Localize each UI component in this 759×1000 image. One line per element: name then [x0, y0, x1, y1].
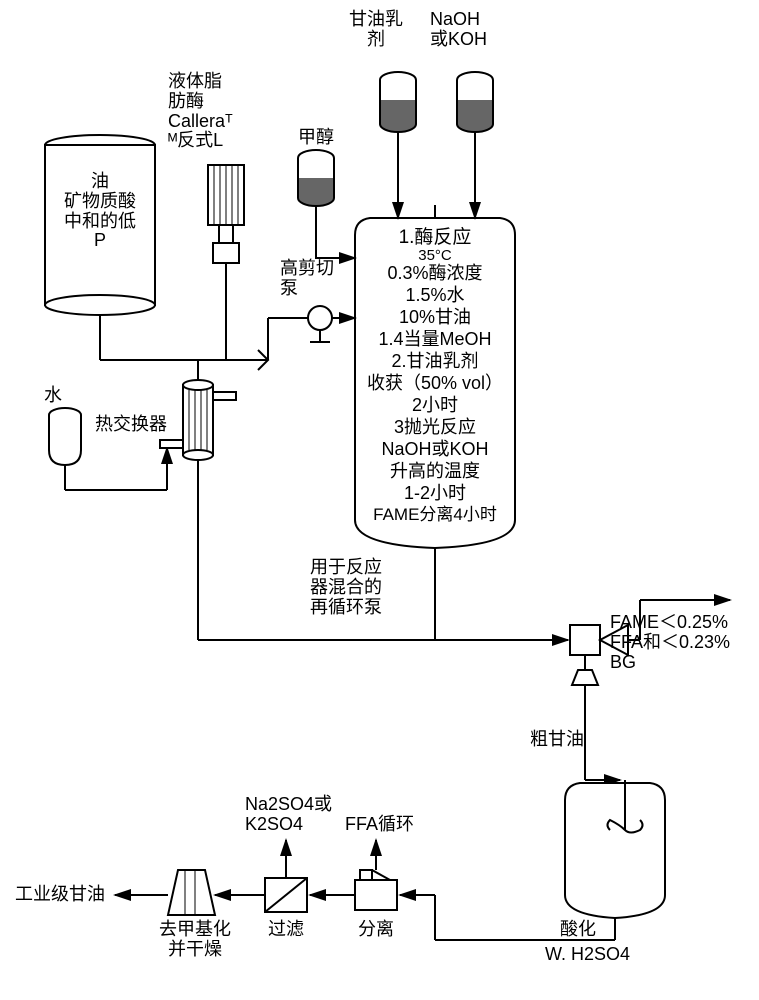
ffa-cycle-label: FFA循环 [345, 815, 414, 835]
industrial-glycerin-label: 工业级甘油 [15, 885, 105, 905]
reactor-line10: NaOH或KOH [355, 440, 515, 460]
wh2so4-label: W. H2SO4 [545, 945, 630, 965]
reactor-line1: 1.酶反应 [355, 228, 515, 249]
liquid-lipase-label: 液体脂肪酶Calleraᵀᴹ反式L [168, 72, 233, 151]
acidify-label: 酸化 [560, 920, 596, 940]
water-tank-icon [49, 408, 81, 465]
reactor-line8: 2小时 [355, 396, 515, 416]
reactor-line9: 3抛光反应 [355, 418, 515, 438]
heat-exchanger-label: 热交换器 [95, 415, 167, 435]
glycerin-emulsion-capsule-icon [380, 72, 416, 132]
high-shear-pump-icon [308, 306, 332, 342]
heat-exchanger-icon [160, 380, 236, 460]
methanol-capsule-icon [298, 150, 334, 235]
reactor-line12: 1-2小时 [355, 484, 515, 504]
separate-label: 分离 [358, 920, 394, 940]
methanol-label: 甲醇 [298, 128, 334, 148]
high-shear-pump-label: 高剪切泵 [280, 259, 334, 299]
reactor-line11: 升高的温度 [355, 462, 515, 482]
filter-label: 过滤 [268, 920, 304, 940]
reactor-line3: 1.5%水 [355, 286, 515, 306]
water-label: 水 [44, 386, 62, 406]
reactor-line7: 收获（50% vol） [355, 374, 515, 394]
recycle-pump-label: 用于反应器混合的再循环泵 [310, 558, 382, 617]
lipase-cylinder-icon [208, 165, 244, 263]
fame-output-label: FAME＜0.25%FFA和＜0.23%BG [610, 613, 730, 672]
demethyl-dry-icon [168, 870, 215, 915]
naoh-capsule-icon [457, 72, 493, 132]
oil-mineral-label: 油矿物质酸中和的低P [52, 172, 148, 251]
na2so4-label: Na2SO4或K2SO4 [245, 795, 332, 835]
reactor-line2: 0.3%酶浓度 [355, 264, 515, 284]
reactor-line5: 1.4当量MeOH [355, 330, 515, 350]
filter-unit-icon [265, 878, 307, 912]
reactor-line13: FAME分离4小时 [355, 506, 515, 525]
demethyl-dry-label: 去甲基化并干燥 [150, 920, 240, 960]
reactor-line6: 2.甘油乳剂 [355, 352, 515, 372]
reactor-line4: 10%甘油 [355, 308, 515, 328]
separate-unit-icon [355, 870, 397, 910]
glycerin-emulsion-label: 甘油乳剂 [336, 10, 416, 50]
naoh-koh-label: NaOH或KOH [430, 10, 487, 50]
crude-glycerin-label: 粗甘油 [530, 730, 584, 750]
acidification-vessel-icon [565, 780, 665, 918]
